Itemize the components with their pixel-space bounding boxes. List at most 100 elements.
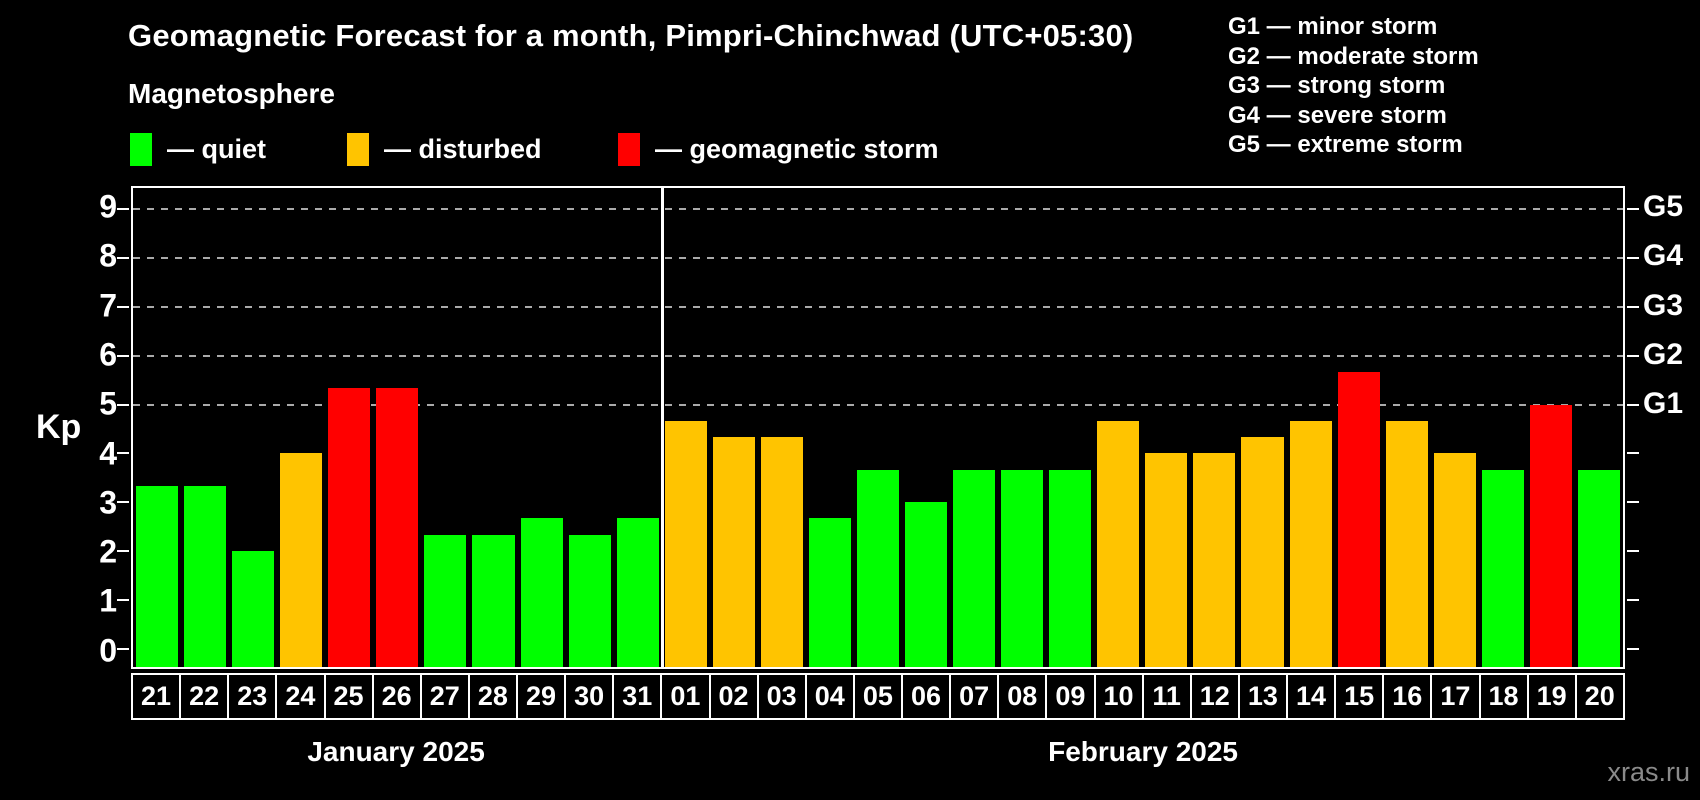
g-scale-line: G2 — moderate storm (1228, 42, 1479, 70)
left-tick-kp3 (117, 501, 129, 504)
date-box-20: 20 (1574, 673, 1625, 720)
chart-subtitle: Magnetosphere (128, 78, 335, 109)
date-box-31: 31 (612, 673, 663, 720)
date-box-19: 19 (1526, 673, 1577, 720)
right-tick-kp4 (1627, 452, 1639, 455)
kp-bar-02 (712, 437, 755, 667)
kp-bar-22 (184, 486, 227, 667)
right-tick-kp7 (1627, 305, 1639, 308)
right-tick-kp0 (1627, 647, 1639, 650)
left-tick-kp9 (117, 208, 129, 211)
g-level-label-G4: G4 (1643, 239, 1684, 273)
kp-bar-19 (1529, 404, 1572, 667)
chart-title: Geomagnetic Forecast for a month, Pimpri… (128, 18, 1134, 53)
date-box-17: 17 (1430, 673, 1481, 720)
date-box-24: 24 (275, 673, 326, 720)
date-box-03: 03 (756, 673, 807, 720)
date-box-21: 21 (131, 673, 182, 720)
kp-bar-24 (280, 453, 323, 667)
kp-bar-04 (808, 518, 851, 667)
g-scale-line: G4 — severe storm (1228, 101, 1447, 129)
plot-area (117, 186, 1639, 669)
y-tick-label-1: 1 (99, 582, 117, 619)
g-level-label-G2: G2 (1643, 338, 1684, 372)
date-box-16: 16 (1382, 673, 1433, 720)
right-tick-kp5 (1627, 403, 1639, 406)
quiet-swatch-icon (130, 133, 152, 166)
kp-bar-15 (1337, 371, 1380, 667)
date-box-15: 15 (1334, 673, 1385, 720)
date-box-13: 13 (1237, 673, 1288, 720)
legend-label: — quiet (167, 134, 266, 164)
date-box-08: 08 (997, 673, 1048, 720)
kp-bar-25 (328, 388, 371, 667)
y-tick-label-7: 7 (99, 287, 117, 324)
date-axis: 21 22 23 24 25 26 27 28 29 30 31 01 02 03 04 05 06 07 08 09… (131, 673, 1625, 720)
date-box-10: 10 (1093, 673, 1144, 720)
date-box-01: 01 (660, 673, 711, 720)
legend-item-quiet: — quiet (130, 133, 266, 166)
disturbed-swatch-icon (347, 133, 369, 166)
y-axis-label: Kp (36, 408, 82, 446)
right-tick-kp6 (1627, 354, 1639, 357)
date-box-27: 27 (419, 673, 470, 720)
date-box-04: 04 (804, 673, 855, 720)
y-axis-left-labels: 0 1 2 3 4 5 6 7 8 9 (0, 186, 117, 669)
watermark: xras.ru (1607, 757, 1690, 787)
g-scale-line: G1 — minor storm (1228, 13, 1438, 40)
date-box-07: 07 (949, 673, 1000, 720)
date-box-29: 29 (516, 673, 567, 720)
kp-bar-26 (376, 388, 419, 667)
gridline-kp6 (133, 354, 1623, 357)
kp-bar-16 (1385, 420, 1428, 667)
left-tick-kp1 (117, 599, 129, 602)
y-tick-label-2: 2 (99, 533, 117, 570)
gridline-kp7 (133, 305, 1623, 308)
tick-layer (117, 188, 1639, 667)
date-box-06: 06 (901, 673, 952, 720)
gridline-kp9 (133, 208, 1623, 211)
legend-label: — geomagnetic storm (655, 134, 939, 164)
kp-bar-31 (616, 518, 659, 667)
date-box-28: 28 (467, 673, 518, 720)
kp-bar-01 (664, 420, 707, 667)
kp-bar-14 (1289, 420, 1332, 667)
date-box-22: 22 (179, 673, 230, 720)
kp-bar-13 (1241, 437, 1284, 667)
gridline-kp5 (133, 403, 1623, 406)
left-tick-kp0 (117, 647, 129, 650)
legend-item-storm: — geomagnetic storm (618, 133, 939, 166)
kp-bar-08 (1001, 469, 1044, 667)
kp-bar-18 (1481, 469, 1524, 667)
kp-bar-07 (953, 469, 996, 667)
month-labels: January 2025 February 2025 (131, 736, 1625, 768)
g-scale-legend: G1 — minor storm G2 — moderate storm G3 — … (1228, 12, 1479, 160)
kp-bar-12 (1193, 453, 1236, 667)
month-separator-line (660, 188, 664, 667)
kp-bar-09 (1049, 469, 1092, 667)
kp-bar-11 (1145, 453, 1188, 667)
kp-bar-29 (520, 518, 563, 667)
kp-bar-10 (1097, 420, 1140, 667)
right-tick-kp2 (1627, 550, 1639, 553)
right-tick-kp1 (1627, 599, 1639, 602)
g-level-label-G5: G5 (1643, 190, 1684, 224)
legend-label: — disturbed (384, 134, 542, 164)
g-level-label-G1: G1 (1643, 387, 1684, 421)
legend-item-disturbed: — disturbed (347, 133, 542, 166)
date-box-11: 11 (1141, 673, 1192, 720)
date-box-09: 09 (1045, 673, 1096, 720)
y-tick-label-9: 9 (99, 188, 117, 225)
y-tick-label-4: 4 (99, 435, 117, 472)
right-tick-kp9 (1627, 208, 1639, 211)
bars-layer (133, 188, 1623, 667)
month-label: February 2025 (1048, 736, 1238, 767)
y-axis-right-labels: G1 G2 G3 G4 G5 (1643, 186, 1700, 669)
y-tick-label-0: 0 (99, 632, 117, 669)
y-tick-label-6: 6 (99, 336, 117, 373)
gridline-kp8 (133, 256, 1623, 259)
left-tick-kp8 (117, 256, 129, 259)
gridline-layer (133, 188, 1623, 667)
kp-bar-27 (424, 535, 467, 667)
